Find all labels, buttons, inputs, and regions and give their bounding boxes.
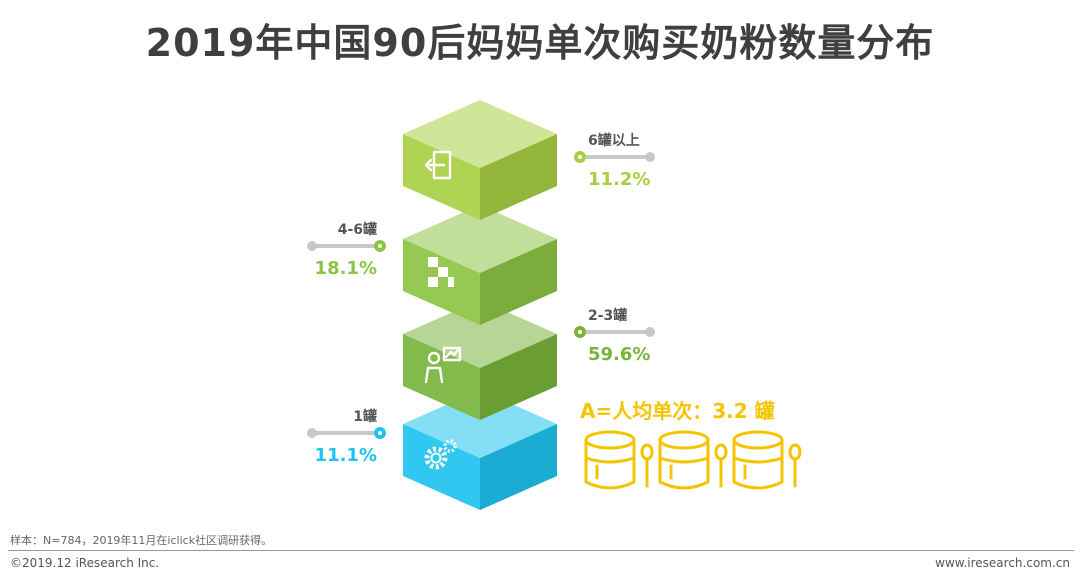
sample-note: 样本：N=784，2019年11月在iclick社区调研获得。 xyxy=(10,534,273,547)
cube-left-face xyxy=(403,239,480,325)
milk-can-icon xyxy=(584,430,636,490)
cube-right-face xyxy=(480,239,557,325)
copyright-text: ©2019.12 iResearch Inc. xyxy=(10,556,160,570)
connector-end-dot xyxy=(645,152,655,162)
value-label: 11.1% xyxy=(315,445,377,466)
value-label: 59.6% xyxy=(588,344,650,365)
cube-right-face xyxy=(480,424,557,510)
cube-6罐以上 xyxy=(403,100,557,220)
cube-icon xyxy=(424,439,457,470)
milk-can-icon xyxy=(658,430,710,490)
connector-6罐以上 xyxy=(574,151,655,163)
connector-2-3罐 xyxy=(574,326,655,338)
cube-icon xyxy=(428,257,454,287)
website-text: www.iresearch.com.cn xyxy=(935,556,1070,570)
value-label: 18.1% xyxy=(315,258,377,279)
connector-dot-center xyxy=(378,244,382,248)
cube-2-3罐 xyxy=(403,300,557,420)
connector-dot-center xyxy=(378,431,382,435)
cube-icon xyxy=(424,150,452,180)
cube-right-face xyxy=(480,134,557,220)
average-annotation: A=人均单次：3.2 罐 xyxy=(580,399,775,423)
value-label: 11.2% xyxy=(588,169,650,190)
chart-title: 2019年中国90后妈妈单次购买奶粉数量分布 xyxy=(145,21,935,65)
connector-end-dot xyxy=(307,241,317,251)
spoon-icon xyxy=(640,443,654,488)
connector-dot-center xyxy=(578,155,582,159)
cube-right-face xyxy=(480,334,557,420)
spoon-icon xyxy=(714,443,728,488)
cube-4-6罐 xyxy=(403,205,557,325)
spoon-icon xyxy=(788,443,802,488)
category-label: 2-3罐 xyxy=(588,307,627,324)
cube-icon xyxy=(424,346,462,384)
category-label: 1罐 xyxy=(353,408,377,425)
category-label: 6罐以上 xyxy=(588,132,640,149)
connector-end-dot xyxy=(645,327,655,337)
footer-divider xyxy=(8,550,1074,551)
connector-4-6罐 xyxy=(307,240,386,252)
connector-1罐 xyxy=(307,427,386,439)
connector-dot-center xyxy=(578,330,582,334)
category-label: 4-6罐 xyxy=(338,221,377,238)
milk-can-icon xyxy=(732,430,784,490)
cube-1罐 xyxy=(403,390,557,510)
cube-left-face xyxy=(403,424,480,510)
connector-end-dot xyxy=(307,428,317,438)
